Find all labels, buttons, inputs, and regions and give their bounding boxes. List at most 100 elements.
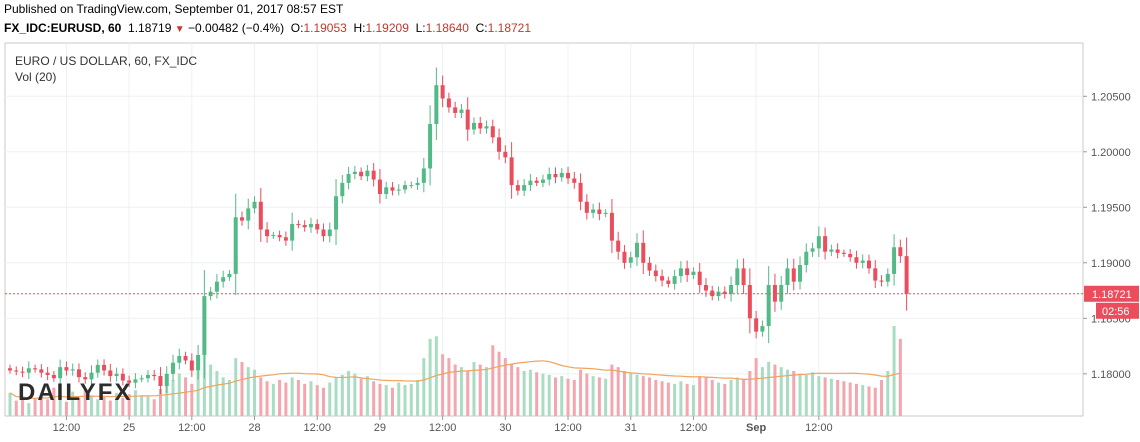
volume-bar [572, 380, 576, 416]
volume-bar [811, 372, 815, 416]
candle-body [239, 217, 244, 221]
volume-ma-line [9, 360, 901, 399]
candle-body [45, 372, 50, 375]
candle-body [566, 172, 571, 179]
volume-bar [591, 376, 595, 416]
volume-bar [328, 382, 332, 416]
candle-body [277, 235, 282, 238]
candle-body [641, 242, 646, 263]
volume-bar [660, 381, 664, 416]
candle-body [841, 252, 846, 254]
volume-bar [710, 380, 714, 416]
x-tick-label: 31 [625, 422, 637, 434]
candle-body [446, 98, 451, 108]
volume-bar [58, 394, 62, 416]
volume-bar [171, 380, 175, 416]
volume-bar [610, 364, 614, 416]
volume-bar [246, 367, 250, 416]
x-tick-label: 28 [248, 422, 260, 434]
candle-body [497, 137, 502, 152]
volume-bar [121, 398, 125, 416]
candle-body [409, 185, 414, 187]
candle-body [478, 122, 483, 129]
candle-body [741, 268, 746, 286]
volume-bar [760, 367, 764, 416]
candle-body [879, 280, 884, 282]
volume-bar [497, 351, 501, 416]
candle-body [302, 225, 307, 228]
x-tick-label: 12:00 [554, 422, 582, 434]
candle-body [102, 364, 107, 371]
candle-body [635, 242, 639, 258]
candle-body [252, 201, 257, 209]
volume-bar [140, 395, 144, 416]
volume-bar [221, 377, 225, 416]
candle-body [83, 377, 88, 380]
volume-bar [359, 378, 363, 416]
volume-bar [817, 376, 821, 416]
candle-body [703, 285, 708, 291]
volume-bar [397, 382, 401, 416]
candle-body [76, 369, 81, 378]
candle-body [810, 248, 815, 252]
candle-body [108, 370, 113, 377]
candle-body [14, 370, 19, 372]
volume-bar [836, 380, 840, 416]
volume-bar [848, 382, 852, 416]
volume-bar [829, 378, 833, 416]
volume-bar [453, 364, 457, 416]
volume-bar [491, 345, 495, 416]
candle-body [685, 268, 690, 276]
volume-bar [265, 381, 269, 416]
volume-bar [240, 362, 244, 416]
candle-body [384, 187, 389, 194]
volume-bar [854, 383, 858, 416]
candle-body [196, 354, 201, 371]
candle-body [434, 85, 439, 125]
y-tick-label: 1.19500 [1091, 202, 1131, 214]
candle-body [352, 171, 357, 174]
candle-body [26, 368, 31, 373]
volume-bar [535, 372, 539, 416]
candle-body [265, 229, 270, 237]
candle-body [666, 280, 671, 284]
symbol-label: FX_IDC:EURUSD, 60 [4, 21, 122, 35]
volume-bar [202, 345, 206, 416]
volume-bar [717, 382, 721, 416]
volume-bar [227, 380, 231, 416]
volume-bar [673, 383, 677, 416]
candle-body [33, 368, 38, 370]
volume-bar [52, 387, 56, 416]
volume-bar [77, 398, 81, 416]
candle-body [421, 168, 426, 183]
volume-bar [365, 376, 369, 416]
y-tick-label: 1.20500 [1091, 91, 1131, 103]
candle-body [39, 369, 44, 373]
volume-bar [403, 385, 407, 416]
candle-body [892, 247, 897, 274]
candle-body [327, 229, 332, 237]
candle-body [271, 235, 276, 237]
last-price: 1.18719 [128, 21, 172, 35]
candle-body [202, 296, 207, 355]
candle-body [258, 201, 263, 230]
candle-body [609, 212, 614, 241]
candles [8, 67, 909, 395]
volume-bar [127, 394, 131, 416]
volume-bar [422, 358, 426, 416]
candle-body [653, 270, 658, 277]
candle-body [127, 380, 132, 383]
volume-bar [472, 362, 476, 416]
candle-body [528, 180, 533, 186]
candle-body [578, 182, 583, 202]
candle-body [390, 187, 395, 191]
candle-body [522, 185, 527, 191]
volume-bar [861, 385, 865, 416]
volume-bar [184, 377, 188, 416]
candle-body [164, 373, 169, 387]
candle-body [735, 268, 740, 286]
candle-body [540, 179, 545, 183]
volume-bar [115, 392, 119, 416]
volume-bar [742, 378, 746, 416]
